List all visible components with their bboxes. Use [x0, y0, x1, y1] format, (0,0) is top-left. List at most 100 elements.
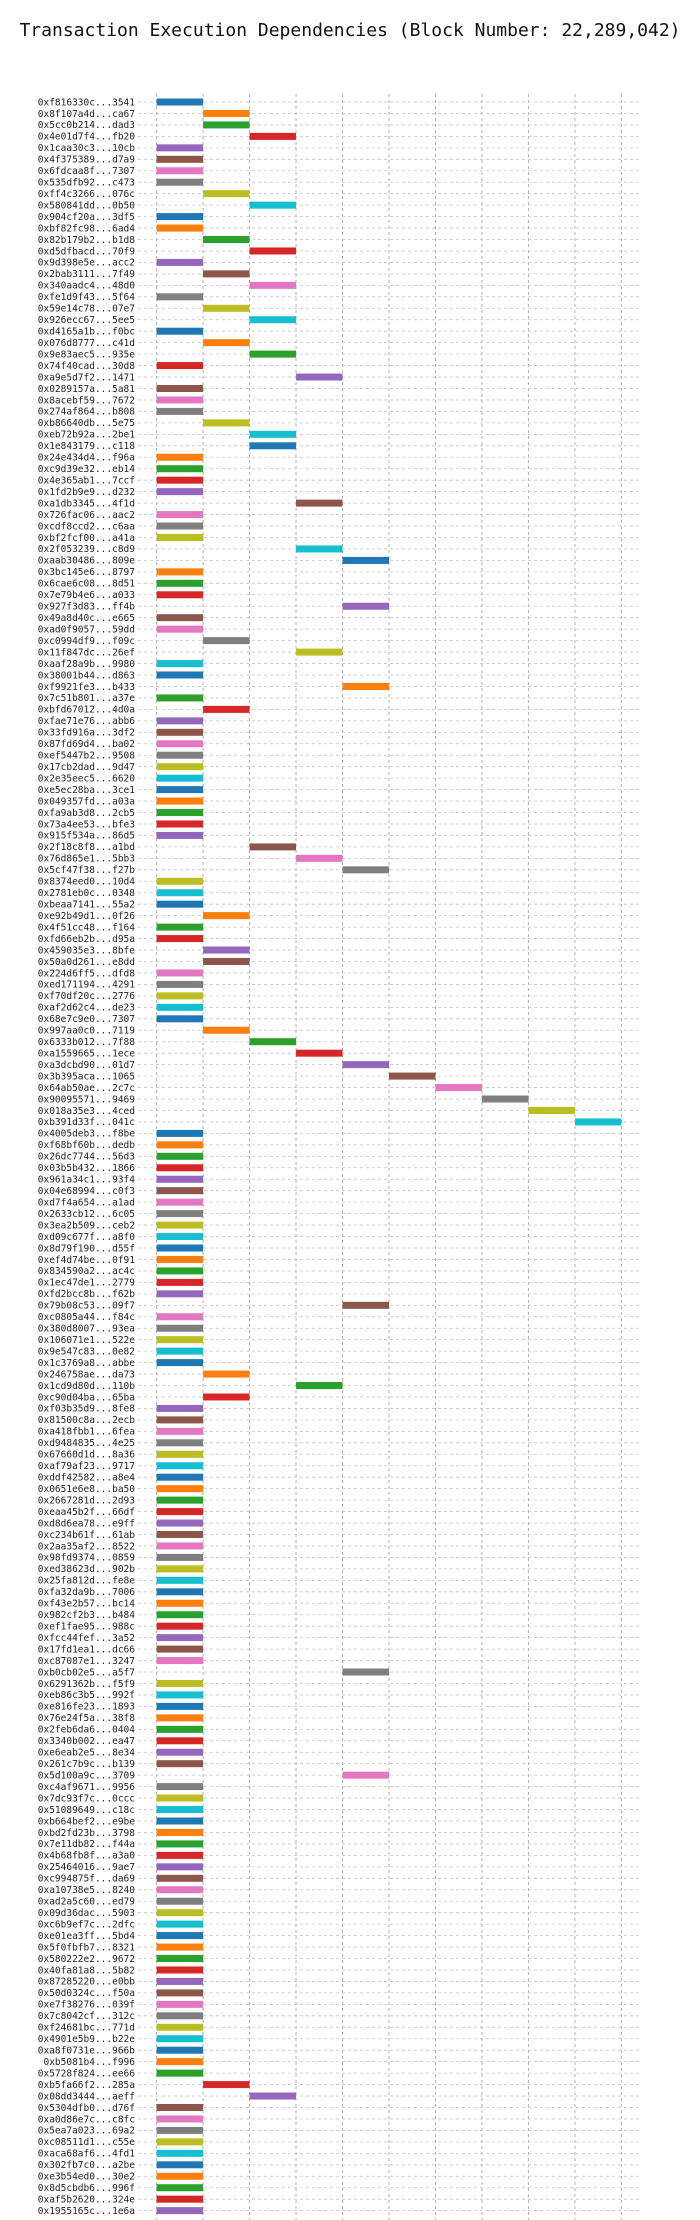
- tx-label: 0x1ec47de1...2779: [38, 1278, 136, 1289]
- tx-bar: [156, 1714, 204, 1722]
- tx-bar: [342, 1771, 389, 1779]
- tx-label: 0x7c51b801...a37e: [38, 693, 136, 704]
- tx-label: 0xeb86c3b5...992f: [38, 1690, 135, 1701]
- tx-label: 0xa0d86e7c...c8fc: [38, 2114, 135, 2125]
- tx-bar: [156, 1221, 204, 1229]
- tx-bar: [203, 270, 250, 278]
- tx-label: 0x927f3d83...ff4b: [38, 602, 136, 613]
- tx-label: 0xd8d6ea78...e9ff: [38, 1518, 135, 1529]
- tx-label: 0x17cb2dad...9d47: [38, 762, 135, 773]
- tx-label: 0x90095571...9469: [38, 1094, 136, 1105]
- tx-bar: [249, 430, 297, 438]
- tx-label: 0x459035e3...8bfe: [38, 945, 136, 956]
- tx-label: 0xaf5b2620...324e: [38, 2194, 136, 2205]
- tx-label: 0xc08511d1...c55e: [38, 2137, 136, 2148]
- tx-bar: [156, 591, 204, 599]
- tx-bar: [156, 511, 204, 519]
- tx-label: 0x0289157a...5a81: [38, 384, 136, 395]
- tx-label: 0x9e547c83...0e82: [38, 1346, 135, 1357]
- tx-label: 0x38001b44...d863: [38, 670, 135, 681]
- tx-bar: [156, 1565, 204, 1573]
- tx-label: 0x2e35eec5...6620: [38, 773, 136, 784]
- tx-bar: [156, 1473, 204, 1481]
- tx-label: 0x049357fd...a03a: [38, 796, 135, 807]
- tx-bar: [156, 1508, 204, 1516]
- tx-bar: [156, 1840, 204, 1848]
- tx-label: 0x26dc7744...56d3: [38, 1152, 135, 1163]
- tx-bar: [156, 1977, 204, 1985]
- tx-label: 0xaf79af23...9717: [38, 1461, 135, 1472]
- tx-bar: [203, 1393, 250, 1401]
- tx-bar: [249, 350, 297, 358]
- tx-label: 0xad2a5c60...ed79: [38, 1897, 136, 1908]
- tx-label: 0xcdf8ccd2...c6aa: [38, 521, 135, 532]
- tx-label: 0xa10738e5...8240: [38, 1885, 136, 1896]
- tx-bar: [156, 935, 204, 943]
- tx-label: 0xc9d39e32...eb14: [38, 464, 136, 475]
- tx-label: 0x4e01d7f4...fb20: [38, 132, 136, 143]
- tx-label: 0x64ab50ae...2c7c: [38, 1083, 135, 1094]
- tx-bar: [156, 2126, 204, 2134]
- tx-label: 0x8d5cbdb6...996f: [38, 2183, 135, 2194]
- tx-bar: [156, 728, 204, 736]
- tx-bar: [156, 2069, 204, 2077]
- tx-bar: [156, 1152, 204, 1160]
- tx-label: 0x87fd69d4...ba02: [38, 739, 135, 750]
- tx-label: 0x82b179b2...b1d8: [38, 235, 136, 246]
- tx-bar: [156, 1783, 204, 1791]
- tx-bar: [156, 2058, 204, 2066]
- tx-bar: [156, 2104, 204, 2111]
- tx-bar: [249, 247, 297, 255]
- tx-label: 0xfa9ab3d8...2cb5: [38, 808, 135, 819]
- tx-bar: [203, 958, 250, 965]
- tx-bar: [342, 1061, 389, 1069]
- tx-bar: [156, 969, 204, 977]
- tx-label: 0x274af864...b808: [38, 407, 136, 418]
- tx-label: 0x926ecc67...5ee5: [38, 315, 135, 326]
- tx-label: 0x5cc0b214...dad3: [38, 120, 135, 131]
- tx-label: 0x6cae6c08...8d51: [38, 579, 136, 590]
- grid-layer: [138, 94, 640, 2220]
- tx-bar: [156, 1886, 204, 1894]
- tx-bar: [296, 373, 343, 381]
- tx-bar: [156, 625, 204, 633]
- tx-bar: [342, 556, 389, 564]
- tx-label: 0x7c8042cf...312c: [38, 2011, 135, 2022]
- tx-bar: [528, 1106, 575, 1114]
- tx-bar: [249, 843, 297, 851]
- tx-label: 0x67660d1d...8a36: [38, 1450, 136, 1461]
- tx-bar: [156, 453, 204, 461]
- tx-bar: [156, 362, 204, 370]
- tx-label: 0xed171194...4291: [38, 980, 136, 991]
- tx-label: 0x2feb6da6...0404: [38, 1725, 136, 1736]
- tx-bar: [156, 465, 204, 473]
- tx-label: 0xed38623d...902b: [38, 1564, 136, 1575]
- tx-label: 0xfe1d9f43...5f64: [38, 292, 136, 303]
- tx-label: 0xf816330c...3541: [38, 97, 136, 108]
- tx-bar: [389, 1072, 436, 1080]
- tx-label: 0x6291362b...f5f9: [38, 1679, 136, 1690]
- tx-bar: [156, 1576, 204, 1584]
- tx-label: 0xaaf28a9b...9980: [38, 659, 136, 670]
- tx-bar: [156, 1553, 204, 1561]
- tx-bar: [156, 1542, 204, 1550]
- tx-bar: [481, 1095, 529, 1103]
- tx-label: 0xb391d33f...041c: [38, 1117, 135, 1128]
- tx-label: 0x580222e2...9672: [38, 1954, 135, 1965]
- tx-label: 0x726fac06...aac2: [38, 510, 135, 521]
- tx-bar: [203, 705, 250, 713]
- tx-bar: [156, 144, 204, 152]
- tx-label: 0xf70df20c...2776: [38, 991, 136, 1002]
- tx-bar: [296, 499, 343, 507]
- tx-bar: [156, 1634, 204, 1642]
- tx-label: 0xf9921fe3...b433: [38, 682, 135, 693]
- tx-bar: [156, 1737, 204, 1745]
- tx-bar: [156, 1611, 204, 1619]
- tx-bar: [156, 797, 204, 805]
- tx-bar: [249, 316, 297, 324]
- tx-bar: [156, 1187, 204, 1195]
- tx-label: 0xe92b49d1...0f26: [38, 911, 136, 922]
- tx-bar: [156, 2000, 204, 2008]
- tx-label: 0x5ea7a023...69a2: [38, 2126, 135, 2137]
- tx-bar: [156, 1278, 204, 1286]
